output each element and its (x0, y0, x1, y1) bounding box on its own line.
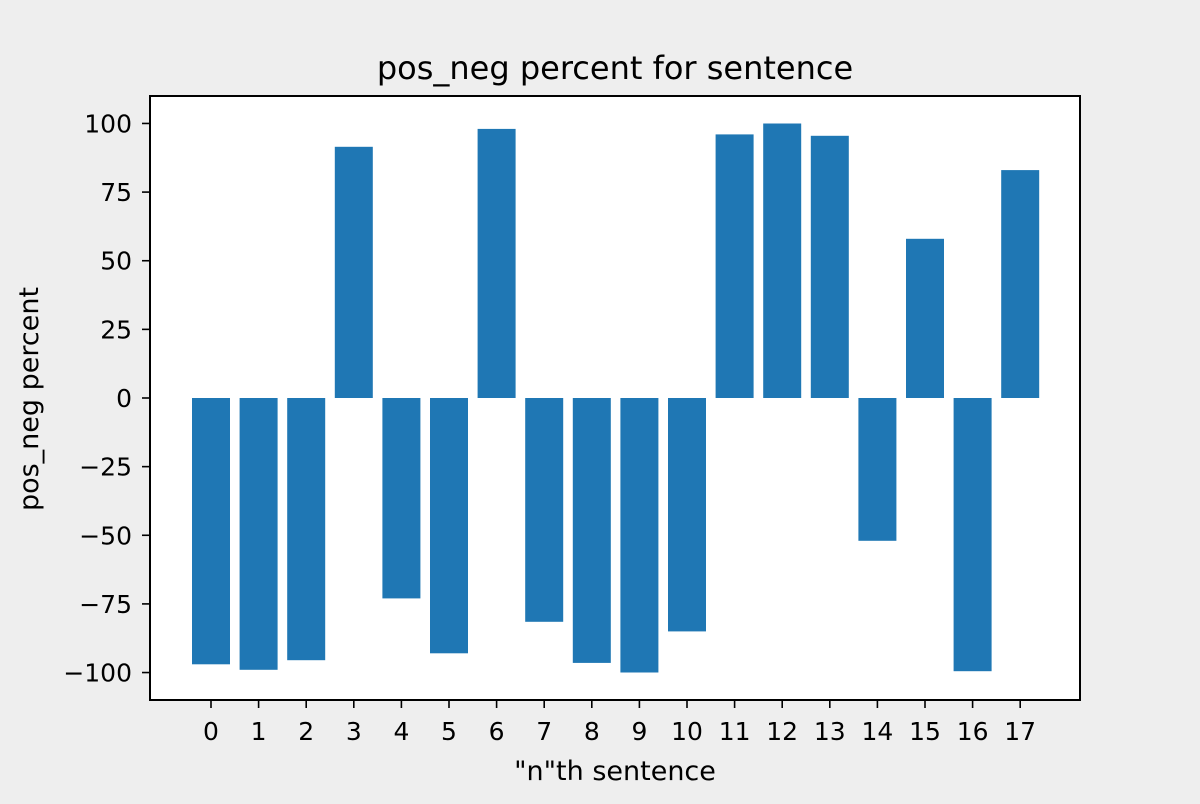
x-tick-label: 4 (393, 717, 409, 746)
bar-13 (810, 135, 849, 399)
x-tick-label: 7 (536, 717, 552, 746)
x-tick-label: 10 (671, 717, 703, 746)
x-tick-label: 9 (631, 717, 647, 746)
y-tick-label: −25 (79, 453, 132, 482)
y-tick-label: −100 (63, 659, 132, 688)
x-tick-label: 5 (441, 717, 457, 746)
y-axis-label: pos_neg percent (14, 287, 45, 511)
x-tick-label: 1 (251, 717, 267, 746)
bar-6 (477, 128, 516, 398)
bar-3 (334, 146, 373, 398)
x-tick-label: 2 (298, 717, 314, 746)
y-tick-label: 0 (116, 384, 132, 413)
x-tick-label: 14 (861, 717, 893, 746)
bar-0 (192, 398, 230, 665)
bar-15 (906, 238, 944, 398)
bar-16 (953, 398, 992, 672)
bar-5 (430, 398, 468, 654)
y-tick-label: 75 (100, 178, 132, 207)
bar-4 (382, 398, 421, 599)
x-tick-label: 6 (489, 717, 505, 746)
x-axis-label: "n"th sentence (514, 756, 716, 787)
bar-2 (287, 398, 326, 661)
x-axis-ticks: 0 1 2 3 4 5 6 7 8 9 10 11 12 13 14 15 16 17 (203, 700, 1036, 746)
bar-12 (763, 123, 802, 398)
y-tick-label: 25 (100, 315, 132, 344)
bar-11 (715, 134, 754, 398)
x-tick-label: 16 (957, 717, 989, 746)
x-tick-label: 17 (1004, 717, 1036, 746)
y-tick-label: −75 (79, 590, 132, 619)
bar-14 (858, 398, 897, 541)
bar-7 (525, 398, 564, 622)
y-axis-ticks: −100 −75 −50 −25 0 25 50 75 100 (63, 109, 150, 688)
plot-frame (149, 95, 1081, 701)
x-tick-label: 11 (719, 717, 751, 746)
x-tick-label: 13 (814, 717, 846, 746)
y-tick-label: 100 (84, 109, 132, 138)
x-tick-label: 8 (584, 717, 600, 746)
bar-10 (668, 398, 706, 632)
y-tick-label: −50 (79, 521, 132, 550)
bar-17 (1001, 170, 1040, 398)
bar-8 (572, 398, 611, 663)
x-tick-label: 3 (346, 717, 362, 746)
x-tick-label: 12 (766, 717, 798, 746)
chart-title: pos_neg percent for sentence (377, 49, 853, 87)
bar-9 (620, 398, 659, 673)
bars-group (192, 123, 1040, 673)
bar-1 (239, 398, 278, 670)
x-tick-label: 15 (909, 717, 941, 746)
x-tick-label: 0 (203, 717, 219, 746)
y-tick-label: 50 (100, 247, 132, 276)
